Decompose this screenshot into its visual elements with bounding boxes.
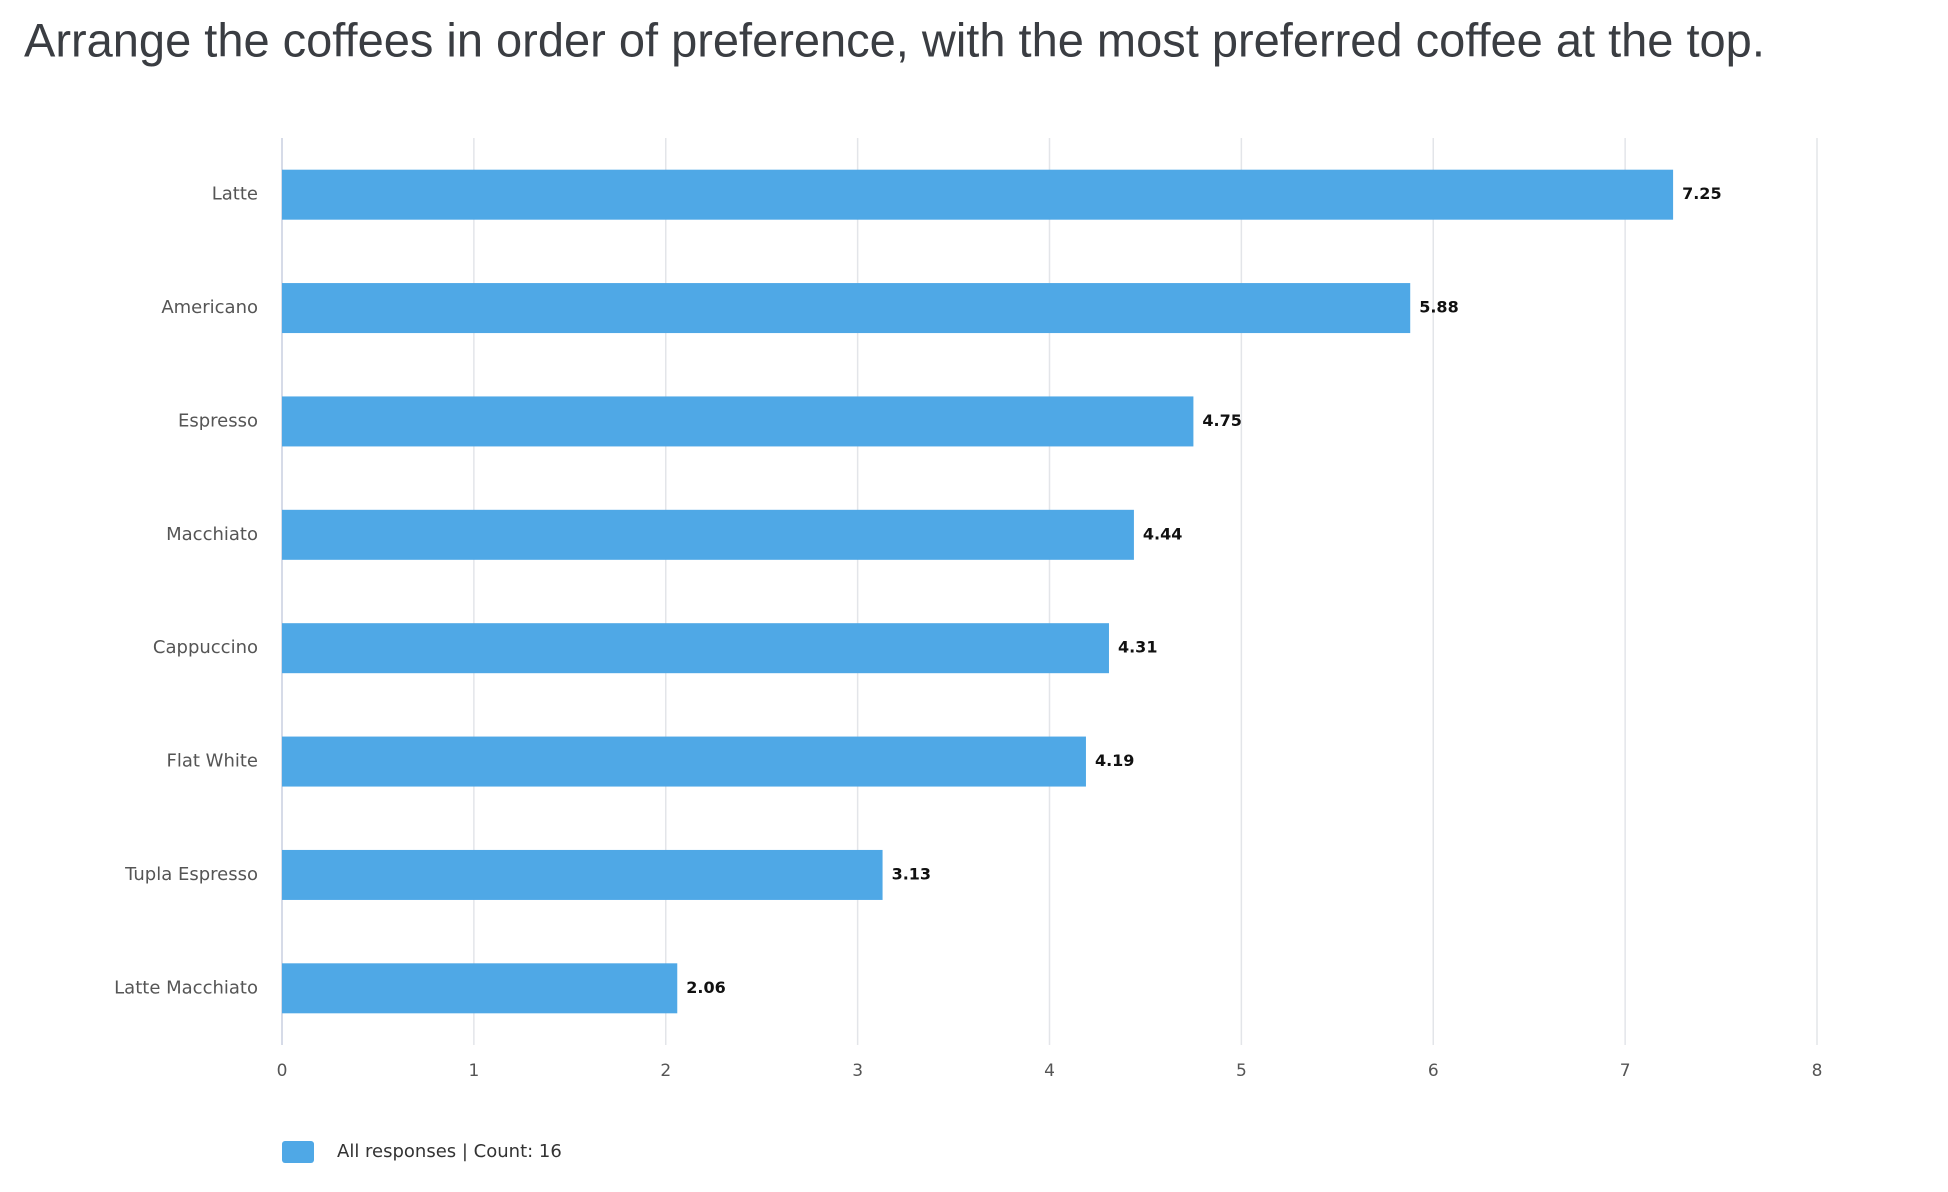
value-label: 5.88 — [1419, 298, 1458, 317]
bar — [282, 623, 1109, 674]
x-tick-label: 1 — [468, 1061, 479, 1081]
bar — [282, 963, 678, 1014]
value-label: 2.06 — [686, 978, 725, 997]
value-label: 3.13 — [892, 864, 931, 883]
bar — [282, 736, 1086, 787]
value-label: 4.31 — [1118, 638, 1157, 657]
y-tick-label: Latte — [212, 184, 258, 205]
x-tick-label: 8 — [1812, 1061, 1823, 1081]
y-tick-label: Cappuccino — [153, 637, 258, 658]
bar — [282, 283, 1411, 334]
bar — [282, 849, 883, 900]
y-tick-label: Macchiato — [166, 524, 258, 545]
value-label: 4.44 — [1143, 524, 1182, 543]
y-tick-label: Espresso — [178, 410, 258, 431]
x-tick-label: 3 — [852, 1061, 863, 1081]
x-tick-label: 6 — [1428, 1061, 1439, 1081]
y-tick-label: Latte Macchiato — [114, 977, 258, 998]
y-tick-label: Flat White — [166, 751, 258, 772]
x-tick-label: 0 — [277, 1061, 288, 1081]
y-tick-label: Tupla Espresso — [124, 864, 258, 885]
x-tick-label: 2 — [660, 1061, 671, 1081]
x-tick-label: 5 — [1236, 1061, 1247, 1081]
value-label: 7.25 — [1682, 184, 1721, 203]
value-label: 4.19 — [1095, 751, 1134, 770]
bar — [282, 509, 1134, 560]
x-tick-label: 7 — [1620, 1061, 1631, 1081]
y-tick-label: Americano — [161, 297, 258, 318]
bar — [282, 396, 1194, 447]
legend-swatch — [282, 1141, 314, 1163]
x-tick-label: 4 — [1044, 1061, 1055, 1081]
bar — [282, 169, 1674, 220]
value-label: 4.75 — [1202, 411, 1241, 430]
legend-label: All responses | Count: 16 — [337, 1141, 562, 1162]
chart-title: Arrange the coffees in order of preferen… — [24, 13, 1765, 66]
